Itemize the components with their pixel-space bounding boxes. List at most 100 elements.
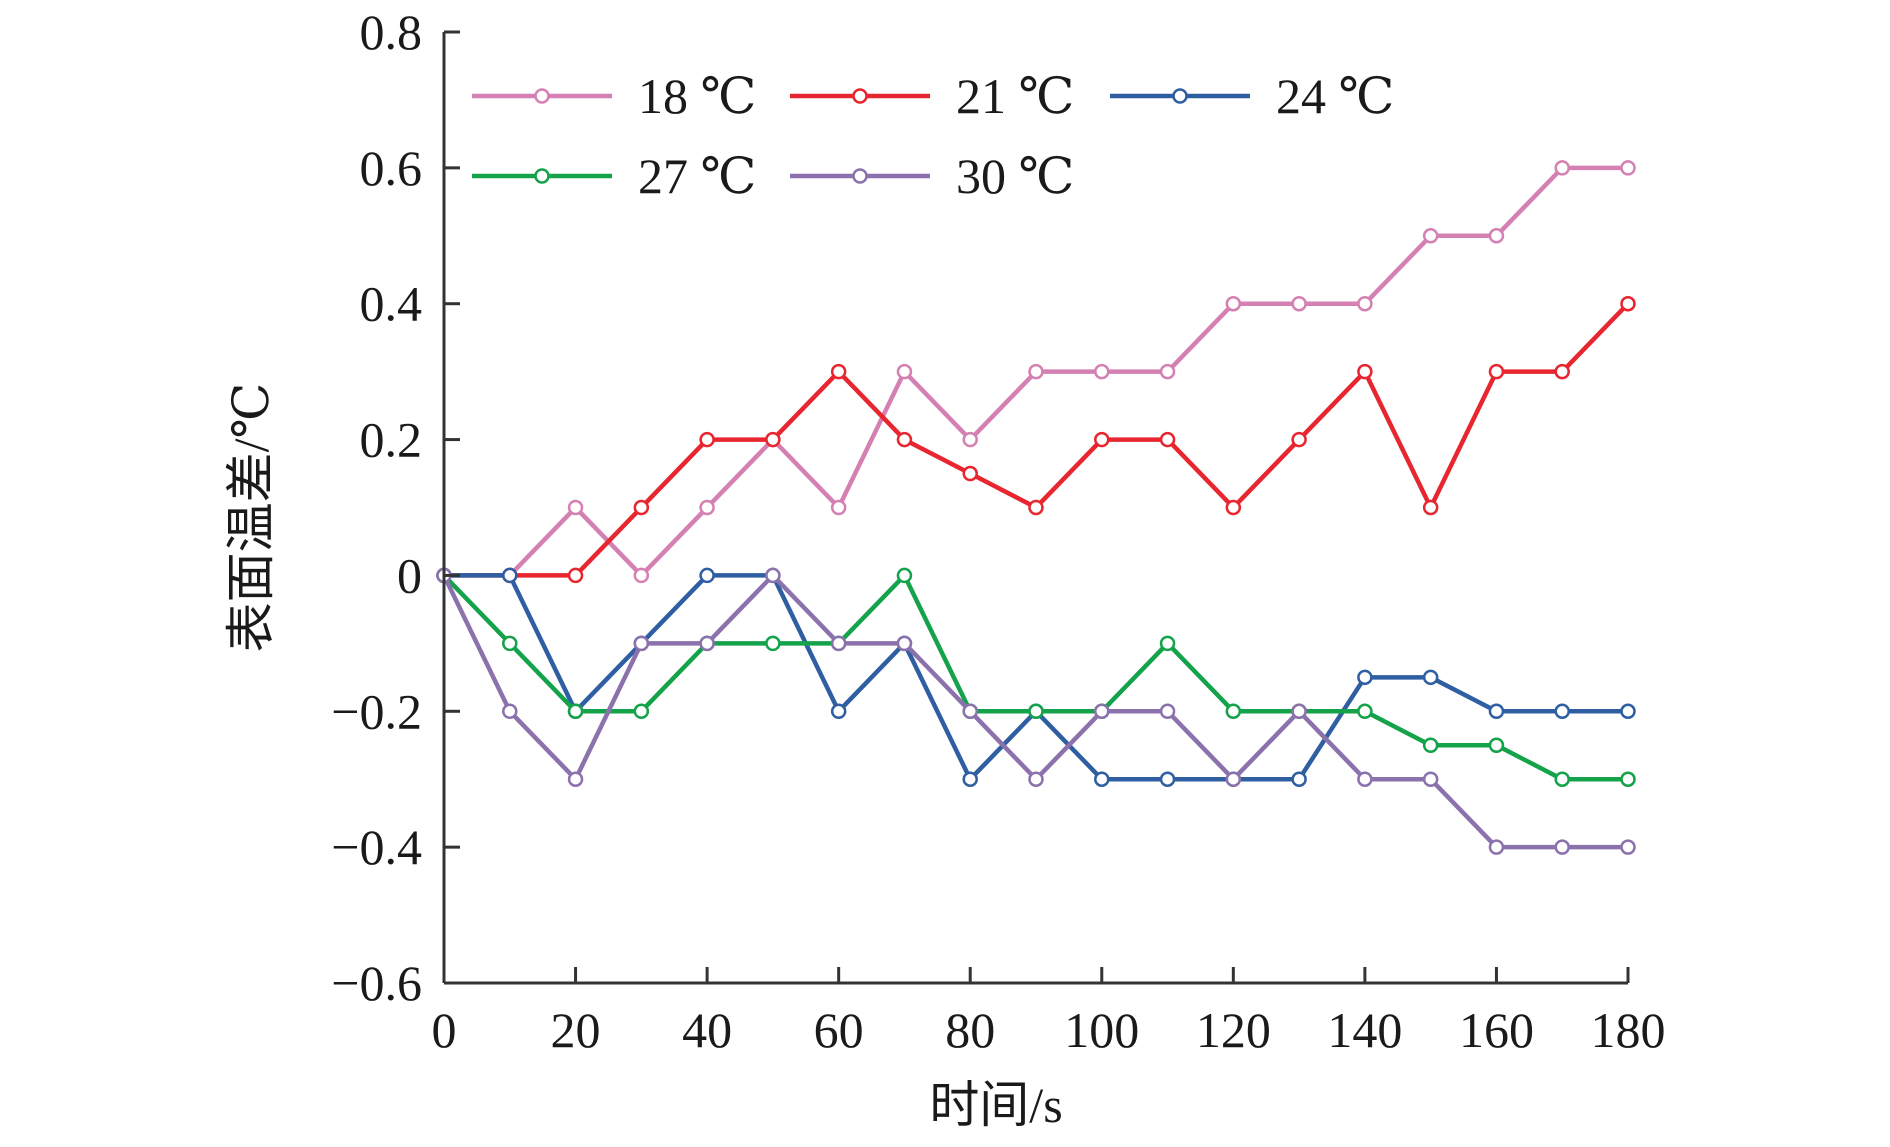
data-point — [830, 363, 847, 380]
data-point — [567, 703, 584, 720]
legend-label: 21 ℃ — [956, 68, 1074, 124]
data-point — [699, 499, 715, 516]
data-point — [1225, 703, 1242, 720]
data-point — [1554, 703, 1570, 720]
legend-item: 21 ℃ — [790, 68, 1074, 124]
data-point — [1422, 737, 1439, 753]
y-tick-label: 0 — [397, 547, 422, 603]
legend-swatch-marker — [534, 168, 550, 184]
legend-item: 18 ℃ — [472, 68, 756, 124]
data-point — [1159, 703, 1176, 720]
data-point — [567, 771, 584, 787]
data-point — [1357, 669, 1373, 686]
series-line — [444, 302, 1630, 578]
legend-item: 27 ℃ — [472, 148, 756, 204]
y-tick-label: 0.8 — [360, 4, 423, 60]
data-point — [1159, 771, 1176, 787]
data-point — [1094, 431, 1110, 448]
data-point — [1554, 160, 1570, 176]
data-point — [1291, 295, 1307, 312]
data-point — [502, 635, 518, 652]
legend-label: 24 ℃ — [1276, 68, 1394, 124]
data-point — [1094, 703, 1110, 720]
data-point — [633, 703, 650, 720]
data-point — [1488, 363, 1505, 380]
data-point — [830, 703, 847, 720]
x-tick-label: 60 — [814, 1002, 864, 1058]
x-tick-label: 120 — [1196, 1002, 1271, 1058]
series-layer — [436, 160, 1636, 855]
data-point — [1028, 771, 1044, 787]
data-point — [962, 703, 978, 720]
data-point — [1291, 703, 1307, 720]
data-point — [1291, 771, 1307, 787]
data-point — [1554, 363, 1570, 380]
data-point — [896, 431, 913, 448]
data-point — [765, 567, 781, 584]
data-point — [633, 635, 650, 652]
legend-swatch-marker — [852, 168, 868, 184]
data-point — [1620, 160, 1636, 176]
x-tick-label: 80 — [945, 1002, 995, 1058]
data-point — [633, 567, 650, 584]
data-point — [765, 635, 781, 652]
tick-labels: −0.6 −0.4 −0.2 0 0.2 0.4 0.6 0.8 0 20 40 60 80 100 120… — [331, 4, 1665, 1058]
x-tick-label: 160 — [1459, 1002, 1534, 1058]
series-27C — [436, 567, 1636, 787]
data-point — [1357, 295, 1373, 312]
data-point — [1422, 228, 1439, 244]
data-point — [567, 567, 584, 584]
data-point — [896, 567, 913, 584]
legend-label: 30 ℃ — [956, 148, 1074, 204]
axes — [442, 30, 1630, 985]
legend-item: 30 ℃ — [790, 148, 1074, 204]
legend: 18 ℃ 21 ℃ 24 ℃ 27 ℃ 30 ℃ — [472, 68, 1394, 204]
data-point — [1357, 363, 1373, 380]
y-tick-label: 0.4 — [360, 276, 423, 332]
data-point — [1620, 295, 1636, 312]
data-point — [1094, 771, 1110, 787]
x-tick-label: 180 — [1591, 1002, 1666, 1058]
data-point — [1159, 635, 1176, 652]
x-tick-label: 40 — [682, 1002, 732, 1058]
data-point — [1554, 771, 1570, 787]
series-24C — [436, 567, 1636, 787]
series-18C — [436, 160, 1636, 584]
data-point — [896, 363, 913, 380]
data-point — [1357, 703, 1373, 720]
data-point — [830, 499, 847, 516]
data-point — [567, 499, 584, 516]
data-point — [502, 703, 518, 720]
data-point — [962, 465, 978, 482]
y-tick-label: 0.6 — [360, 140, 423, 196]
series-30C — [436, 567, 1636, 855]
data-point — [502, 567, 518, 584]
data-point — [1225, 771, 1242, 787]
data-point — [1422, 499, 1439, 516]
data-point — [1422, 669, 1439, 686]
legend-swatch-marker — [534, 88, 550, 104]
data-point — [765, 431, 781, 448]
data-point — [1159, 431, 1176, 448]
data-point — [1357, 771, 1373, 787]
data-point — [1488, 703, 1505, 720]
legend-label: 18 ℃ — [638, 68, 756, 124]
data-point — [1028, 499, 1044, 516]
data-point — [962, 771, 978, 787]
data-point — [1291, 431, 1307, 448]
legend-swatch-marker — [852, 88, 868, 104]
x-tick-label: 140 — [1327, 1002, 1402, 1058]
data-point — [1159, 363, 1176, 380]
data-point — [896, 635, 913, 652]
series-line — [444, 573, 1628, 782]
data-point — [830, 635, 847, 652]
legend-label: 27 ℃ — [638, 148, 756, 204]
legend-swatch-marker — [1172, 88, 1188, 104]
data-point — [1488, 737, 1505, 753]
series-line — [442, 573, 1628, 782]
data-point — [1620, 839, 1636, 855]
x-tick-label: 0 — [432, 1002, 457, 1058]
data-point — [1028, 363, 1044, 380]
